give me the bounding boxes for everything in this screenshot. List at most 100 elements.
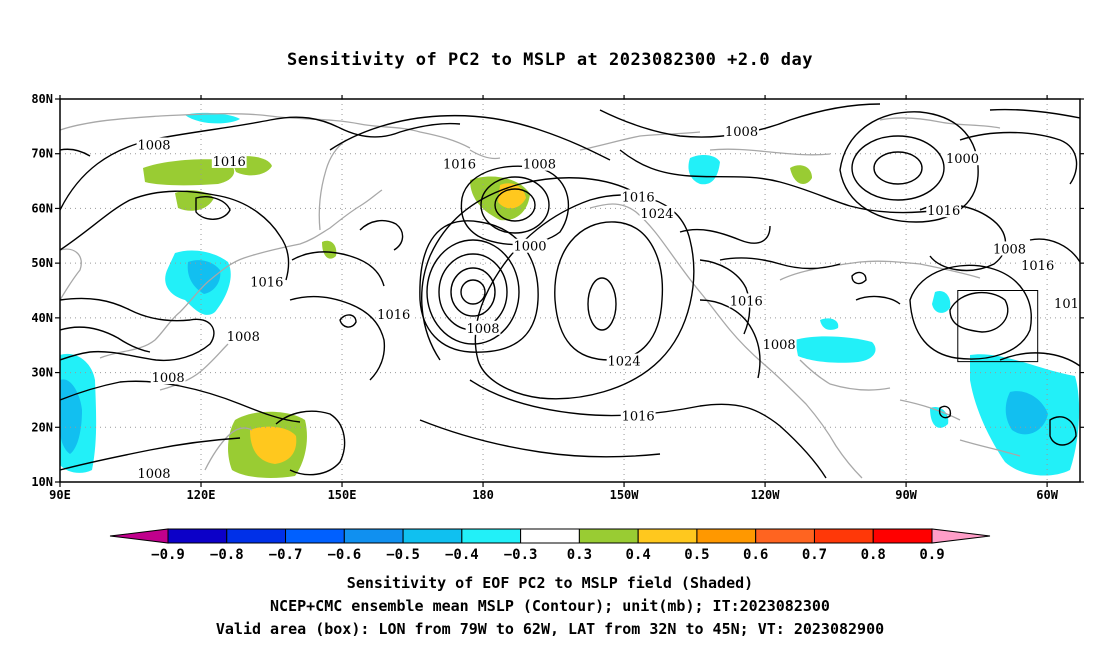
caption-line-1: Sensitivity of EOF PC2 to MSLP field (Sh… [346,574,754,592]
axis-ticks [55,95,1084,487]
shade-patch-cyan [820,318,839,330]
colorbar-segment [461,528,522,544]
shade-patch-sky [1005,391,1048,435]
shade-patch-green [790,165,812,184]
mslp-contours [60,103,1080,479]
contour-label: 1008 [523,158,556,173]
lat-tick-label: 80N [31,92,53,106]
colorbar-label: 0.3 [567,547,592,563]
colorbar-label: 0.7 [802,547,827,563]
contour-label-bg [225,329,261,344]
contour-label-bg [639,205,675,220]
lat-tick-label: 50N [31,256,53,270]
shade-patch-cyan [795,336,876,363]
shade-patch-green [322,240,337,259]
contour-label-bg [1020,257,1056,272]
colorbar-extend-low [109,528,169,544]
contour-label: 1016 [377,308,410,323]
contour-label-bg [442,156,477,171]
map-title: Sensitivity of PC2 to MSLP at 2023082300… [286,50,813,70]
colorbar-segment [167,528,228,544]
colorbar-segment [402,528,463,544]
colorbar-label: 0.5 [684,547,709,563]
contour-label: 1000 [513,240,546,255]
contour-label-bg [376,307,412,322]
contour-label-bg [724,123,759,138]
contour-label-bg [728,293,764,308]
shade-patch-yellow [250,426,297,464]
lon-tick-label: 90W [895,488,917,502]
colorbar-segment [755,528,815,544]
lat-tick-label: 60N [31,201,53,215]
contour-label-bg [761,337,797,352]
colorbar-segment [343,528,404,544]
contour-label: 1016 [622,190,655,205]
lat-tick-label: 70N [31,147,53,161]
contour-label: 1008 [466,322,499,337]
lat-tick-label: 10N [31,475,53,489]
shade-patch-green [143,159,235,186]
lon-tick-label: 180 [472,488,494,502]
lat-tick-label: 20N [31,420,53,434]
colorbar-segment [637,528,698,544]
sensitivity-shading [60,112,1080,478]
colorbar-segment [285,528,345,544]
contour-label: 1008 [137,139,170,154]
contour-label-bg [945,151,980,166]
contour-label: 1000 [946,152,979,167]
contour-label-bg [992,241,1027,256]
lon-tick-label: 120W [751,488,781,502]
contour-label: 1024 [608,355,641,370]
contour-label: 1008 [137,467,170,482]
colorbar-label: −0.9 [151,547,185,563]
colorbar-segment [813,528,874,544]
contour-label-bg [620,189,656,204]
colorbar: −0.9 −0.8 −0.7 −0.6 −0.5 −0.4 −0.3 0.3 0.4 0.5 0.6… [109,528,991,563]
contour-label: 1008 [152,371,185,386]
contour-label-bg [1053,296,1080,311]
valid-area-box [957,290,1039,363]
caption-line-3: Valid area (box): LON from 79W to 62W, L… [215,620,885,638]
contour-label-bg [136,465,172,480]
contour-label: 1008 [227,330,260,345]
contour-label: 1008 [725,125,758,140]
contour-label-bg [620,408,656,423]
contour-label: 1024 [640,207,673,222]
colorbar-label: 0.6 [743,547,768,563]
contour-label-bg [211,153,247,168]
lon-tick-label: 150W [610,488,640,502]
caption-line-2: NCEP+CMC ensemble mean MSLP (Contour); u… [270,597,830,615]
contour-label-bg [465,320,501,335]
contour-label: 1016 [443,158,476,173]
colorbar-label: −0.8 [210,547,244,563]
shade-patch-sky [187,260,221,294]
contour-label: 1008 [763,338,796,353]
contour-label: 1016 [1021,259,1054,274]
lon-tick-label: 90E [49,488,71,502]
colorbar-label: 0.8 [861,547,886,563]
contour-label: 1016 [250,275,283,290]
lon-tick-label: 60W [1036,488,1058,502]
contour-label-bg [136,137,172,152]
contour-label: 1016 [1054,297,1087,312]
colorbar-segment [520,528,580,544]
contour-label: 1016 [622,409,655,424]
colorbar-segment [696,528,757,544]
colorbar-label: 0.9 [919,547,944,563]
colorbar-label: −0.3 [504,547,538,563]
colorbar-label: −0.4 [445,547,479,563]
lat-tick-label: 40N [31,311,53,325]
colorbar-segment [872,528,933,544]
contour-label-bg [606,353,642,368]
lon-tick-label: 150E [328,488,357,502]
colorbar-label: −0.7 [269,547,303,563]
colorbar-extend-high [931,528,991,544]
contour-label: 1016 [927,204,960,219]
shade-patch-cyan [932,290,951,313]
contour-label-bg [150,370,186,385]
colorbar-segment [578,528,639,544]
colorbar-label: −0.6 [327,547,361,563]
contour-label: 1016 [213,155,246,170]
